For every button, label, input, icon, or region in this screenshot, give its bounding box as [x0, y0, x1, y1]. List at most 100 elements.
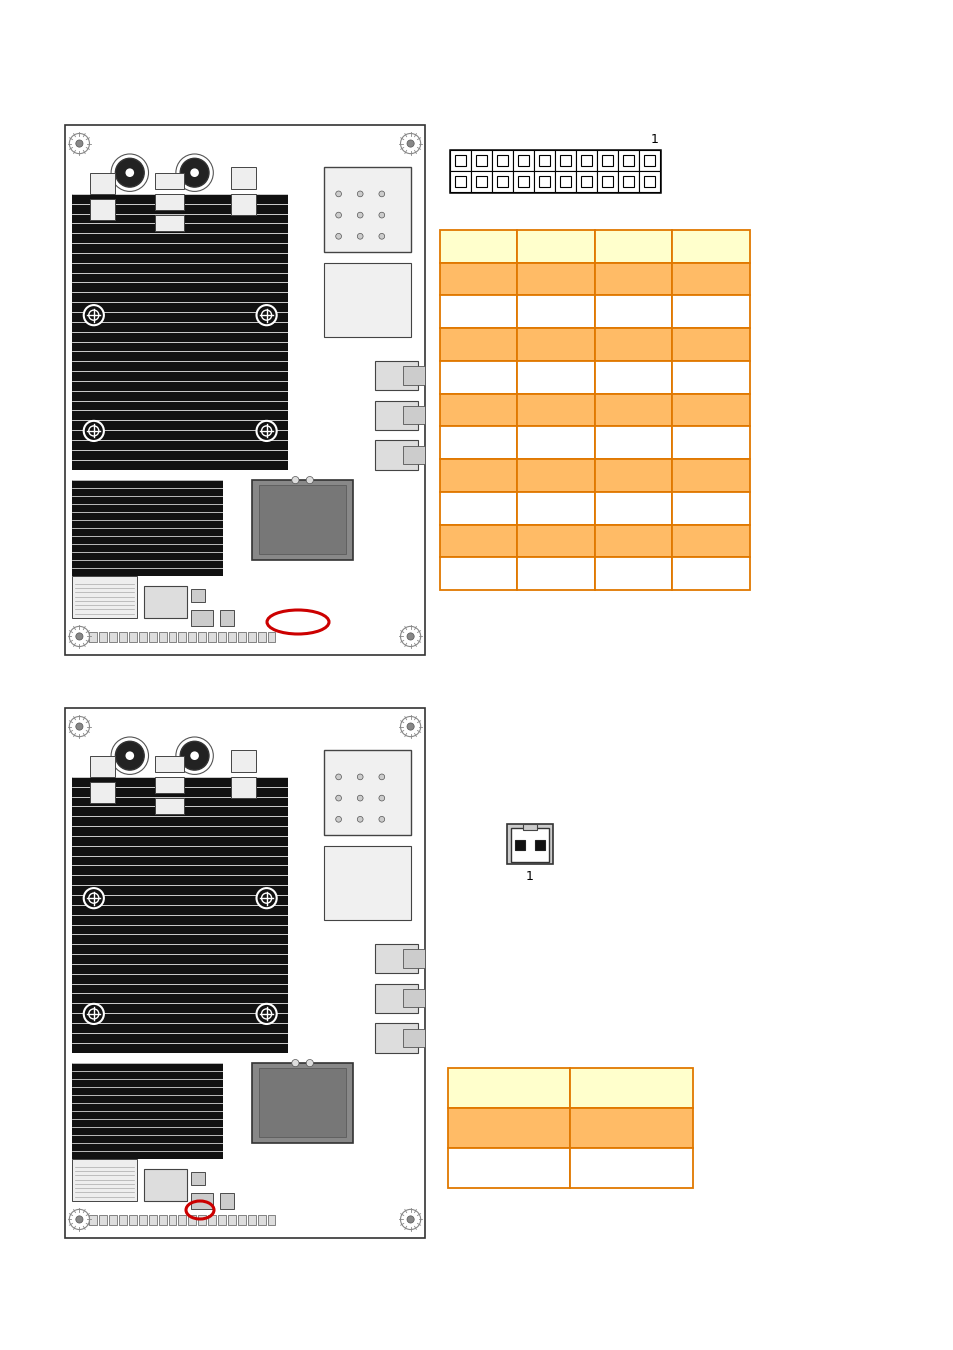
Bar	[622, 155, 634, 166]
Bar	[439, 525, 517, 558]
Bar	[403, 366, 424, 385]
Bar	[154, 173, 184, 189]
Circle shape	[357, 774, 363, 780]
Bar	[672, 360, 749, 394]
Bar	[403, 990, 424, 1007]
Circle shape	[357, 190, 363, 197]
Bar	[191, 610, 213, 626]
Bar	[448, 1148, 570, 1188]
Bar	[595, 394, 672, 427]
Circle shape	[306, 1060, 314, 1066]
Circle shape	[357, 212, 363, 217]
Bar	[595, 427, 672, 459]
Bar	[231, 194, 255, 215]
Bar	[439, 394, 517, 427]
Bar	[672, 328, 749, 360]
Circle shape	[400, 717, 420, 737]
Bar	[129, 1215, 136, 1224]
Circle shape	[261, 894, 272, 903]
Bar	[158, 1215, 167, 1224]
Bar	[448, 1068, 570, 1108]
Circle shape	[407, 633, 414, 640]
Bar	[375, 360, 417, 390]
Bar	[595, 328, 672, 360]
Bar	[439, 491, 517, 525]
Bar	[237, 632, 246, 641]
Bar	[517, 230, 595, 263]
Circle shape	[407, 140, 414, 147]
Bar	[324, 263, 410, 338]
Circle shape	[292, 1081, 298, 1088]
Bar	[517, 525, 595, 558]
Circle shape	[378, 774, 384, 780]
Bar	[109, 632, 117, 641]
Bar	[72, 575, 137, 618]
Bar	[91, 173, 115, 194]
Bar	[672, 230, 749, 263]
Bar	[129, 632, 136, 641]
Bar	[672, 459, 749, 491]
Bar	[455, 176, 466, 188]
Bar	[178, 632, 186, 641]
Circle shape	[400, 134, 420, 154]
Bar	[154, 215, 184, 231]
Bar	[439, 263, 517, 296]
Bar	[576, 171, 597, 192]
Bar	[559, 155, 571, 166]
Bar	[595, 491, 672, 525]
Circle shape	[407, 1216, 414, 1223]
Circle shape	[261, 310, 272, 320]
Circle shape	[75, 724, 83, 730]
Bar	[231, 776, 255, 798]
Bar	[228, 1215, 235, 1224]
Circle shape	[357, 234, 363, 239]
Bar	[618, 171, 639, 192]
Bar	[672, 394, 749, 427]
Bar	[639, 171, 659, 192]
Bar	[601, 176, 613, 188]
Bar	[622, 176, 634, 188]
Bar	[672, 427, 749, 459]
Bar	[252, 481, 353, 560]
Bar	[538, 155, 550, 166]
Circle shape	[89, 894, 99, 903]
Bar	[515, 840, 524, 850]
Bar	[580, 155, 592, 166]
Bar	[538, 176, 550, 188]
Bar	[476, 176, 487, 188]
Bar	[672, 525, 749, 558]
Bar	[169, 1215, 176, 1224]
Circle shape	[126, 169, 134, 177]
Bar	[439, 296, 517, 328]
Bar	[218, 1215, 226, 1224]
Bar	[403, 446, 424, 464]
Circle shape	[261, 1008, 272, 1019]
Circle shape	[261, 425, 272, 436]
Bar	[534, 150, 555, 171]
Bar	[228, 632, 235, 641]
Bar	[252, 1062, 353, 1142]
Bar	[450, 171, 471, 192]
Circle shape	[70, 1210, 90, 1230]
Circle shape	[335, 774, 341, 780]
Circle shape	[190, 169, 199, 177]
Bar	[672, 263, 749, 296]
Bar	[570, 1108, 692, 1148]
Bar	[439, 558, 517, 590]
Bar	[99, 1215, 107, 1224]
Bar	[595, 459, 672, 491]
Circle shape	[70, 717, 90, 737]
Bar	[91, 756, 115, 776]
Circle shape	[115, 158, 144, 188]
Circle shape	[292, 477, 298, 483]
Bar	[513, 150, 534, 171]
Bar	[219, 610, 233, 626]
Bar	[517, 296, 595, 328]
Bar	[672, 296, 749, 328]
Bar	[109, 1215, 117, 1224]
Circle shape	[190, 752, 199, 760]
Circle shape	[378, 212, 384, 217]
Bar	[576, 150, 597, 171]
Bar	[517, 491, 595, 525]
Bar	[72, 1158, 137, 1202]
